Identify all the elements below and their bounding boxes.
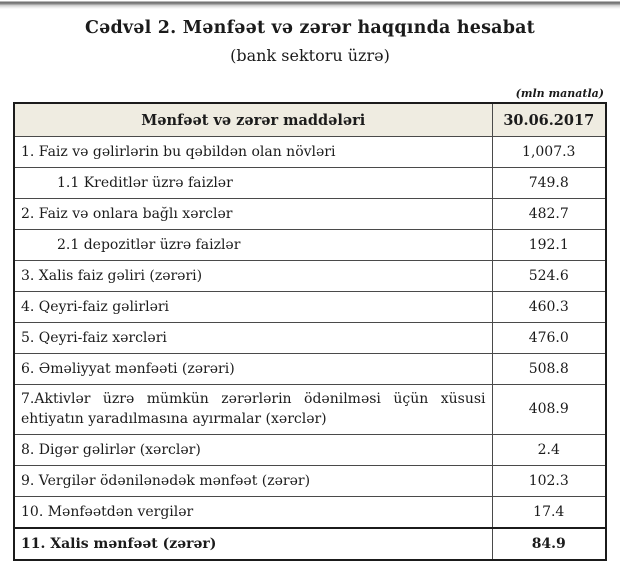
table-row: 1. Faiz və gəlirlərin bu qəbildən olan n… xyxy=(13,136,607,168)
row-label: 9. Vergilər ödənilənədək mənfəət (zərər) xyxy=(13,464,493,497)
row-label: 1.1 Kreditlər üzrə faizlər xyxy=(13,167,493,199)
table-row: 3. Xalis faiz gəliri (zərəri) 524.6 xyxy=(13,260,607,292)
row-value: 482.7 xyxy=(491,198,607,230)
row-value: 524.6 xyxy=(491,260,607,292)
column-header-date: 30.06.2017 xyxy=(491,102,607,137)
row-label: 11. Xalis mənfəət (zərər) xyxy=(13,526,493,561)
table-row: 2. Faiz və onlara bağlı xərclər 482.7 xyxy=(13,198,607,230)
row-label: 8. Digər gəlirlər (xərclər) xyxy=(13,433,493,466)
row-value: 102.3 xyxy=(491,464,607,497)
row-value: 2.4 xyxy=(491,433,607,466)
unit-note: (mln manatla) xyxy=(515,87,604,100)
table-row: 6. Əməliyyat mənfəəti (zərəri) 508.8 xyxy=(13,353,607,385)
row-label: 6. Əməliyyat mənfəəti (zərəri) xyxy=(13,353,493,385)
row-label: 2. Faiz və onlara bağlı xərclər xyxy=(13,198,493,230)
row-label: 1. Faiz və gəlirlərin bu qəbildən olan n… xyxy=(13,136,493,168)
table-row: 11. Xalis mənfəət (zərər) 84.9 xyxy=(13,526,607,561)
row-value: 476.0 xyxy=(491,322,607,354)
table-row: 2.1 depozitlər üzrə faizlər 192.1 xyxy=(13,229,607,261)
row-label: 2.1 depozitlər üzrə faizlər xyxy=(13,229,493,261)
column-header-items: Mənfəət və zərər maddələri xyxy=(13,102,493,137)
table-row: 10. Mənfəətdən vergilər 17.4 xyxy=(13,495,607,529)
table-row: 9. Vergilər ödənilənədək mənfəət (zərər)… xyxy=(13,464,607,497)
row-value: 192.1 xyxy=(491,229,607,261)
row-label: 4. Qeyri-faiz gəlirləri xyxy=(13,291,493,323)
table-row: 1.1 Kreditlər üzrə faizlər 749.8 xyxy=(13,167,607,199)
row-label: 3. Xalis faiz gəliri (zərəri) xyxy=(13,260,493,292)
row-value: 460.3 xyxy=(491,291,607,323)
row-value: 1,007.3 xyxy=(491,136,607,168)
row-value: 749.8 xyxy=(491,167,607,199)
row-value: 408.9 xyxy=(491,384,607,435)
row-label: 10. Mənfəətdən vergilər xyxy=(13,495,493,529)
table-header-row: Mənfəət və zərər maddələri 30.06.2017 xyxy=(13,102,607,137)
profit-loss-table: Mənfəət və zərər maddələri 30.06.2017 1.… xyxy=(13,102,607,561)
page-subtitle: (bank sektoru üzrə) xyxy=(230,46,390,65)
row-label: 5. Qeyri-faiz xərcləri xyxy=(13,322,493,354)
page-title: Cədvəl 2. Mənfəət və zərər haqqında hesa… xyxy=(85,18,535,38)
row-value: 17.4 xyxy=(491,495,607,529)
row-label: 7.Aktivlər üzrə mümkün zərərlərin ödənil… xyxy=(13,384,493,435)
table-row: 7.Aktivlər üzrə mümkün zərərlərin ödənil… xyxy=(13,384,607,435)
top-divider-line xyxy=(0,0,620,9)
row-value: 508.8 xyxy=(491,353,607,385)
row-value: 84.9 xyxy=(491,526,607,561)
table-row: 8. Digər gəlirlər (xərclər) 2.4 xyxy=(13,433,607,466)
table-row: 4. Qeyri-faiz gəlirləri 460.3 xyxy=(13,291,607,323)
table-row: 5. Qeyri-faiz xərcləri 476.0 xyxy=(13,322,607,354)
